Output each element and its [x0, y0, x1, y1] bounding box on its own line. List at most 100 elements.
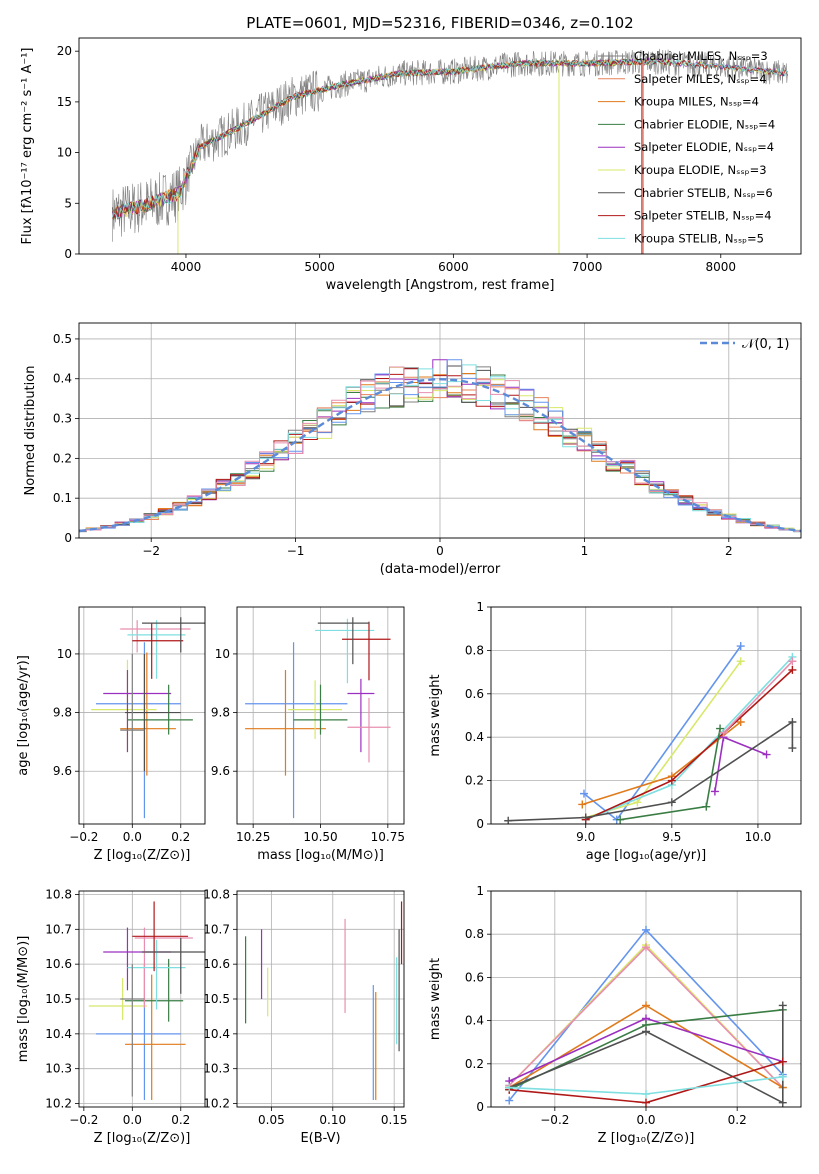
mass-weight-marker: [578, 800, 587, 809]
y-tick-label: 10: [57, 647, 72, 661]
y-tick-label: 10.4: [203, 1027, 230, 1041]
residual-histogram-step: [79, 359, 801, 532]
y-tick-label: 15: [57, 95, 72, 109]
mass-weight-line: [714, 736, 767, 792]
y-axis-label: Normed distribution: [23, 366, 38, 496]
mass-weight-marker: [710, 787, 719, 796]
weight-vs-metallicity-axes: −0.2 0.0 0.2 0 0.2 0.4 0.6 0.8 1 Z [log₁₀(Z/Z⊙)] m…: [428, 884, 802, 1146]
weight-vs-age-axes: 9.0 9.5 10.0 0 0.2 0.4 0.6 0.8 1 age [log₁₀(age/y…: [428, 600, 802, 863]
age-vs-metallicity-axes: −0.2 0.0 0.2 9.6 9.8 10 Z [log₁₀(Z/Z⊙)] age [lo…: [16, 606, 206, 863]
x-tick-label: 0.2: [171, 830, 190, 844]
y-tick-label: 1: [476, 600, 484, 614]
residual-histogram-step: [79, 359, 801, 532]
model-spectrum-line: [112, 58, 788, 219]
mass-weight-marker: [667, 798, 676, 807]
mass-weight-line: [508, 1005, 784, 1105]
mass-weight-marker: [778, 1098, 787, 1107]
y-tick-label: 0.3: [53, 412, 72, 426]
mass-weight-marker: [580, 789, 588, 798]
mass-weight-marker: [642, 925, 650, 934]
y-tick-label: 10.4: [45, 1027, 72, 1041]
mass-weight-marker: [642, 1001, 650, 1010]
x-tick-label: 6000: [438, 260, 469, 274]
y-axis-label: mass [log₁₀(M/M⊙)]: [16, 936, 31, 1063]
y-tick-label: 10.7: [45, 922, 72, 936]
mass-weight-marker: [616, 815, 625, 824]
mass-weight-line: [583, 645, 742, 821]
y-tick-label: 10: [215, 647, 230, 661]
x-tick-label: 0.2: [171, 1113, 190, 1127]
axes-frame: [78, 322, 802, 539]
y-tick-label: 10: [57, 146, 72, 160]
axes-frame: [78, 606, 206, 825]
x-tick-label: −0.2: [69, 830, 98, 844]
legend-label: Salpeter ELODIE, Nₛₛₚ=4: [634, 140, 774, 154]
x-tick-label: 10.0: [745, 830, 772, 844]
legend-label: Kroupa ELODIE, Nₛₛₚ=3: [634, 163, 767, 177]
x-tick-label: 10.25: [236, 830, 270, 844]
axes-frame: [78, 890, 206, 1108]
y-tick-label: 9.8: [211, 706, 230, 720]
mass-weight-marker: [736, 657, 745, 666]
mass-weight-marker: [667, 776, 676, 785]
y-tick-label: 1: [476, 884, 484, 898]
x-tick-label: −0.2: [69, 1113, 98, 1127]
legend-label: 𝒩(0, 1): [742, 337, 789, 352]
x-axis-label: Z [log₁₀(Z/Z⊙)]: [94, 1131, 191, 1146]
x-axis-label: Z [log₁₀(Z/Z⊙)]: [94, 848, 191, 863]
x-tick-label: 7000: [572, 260, 603, 274]
y-tick-label: 10.3: [45, 1062, 72, 1076]
y-tick-label: 10.2: [203, 1097, 230, 1111]
y-tick-label: 5: [64, 196, 72, 210]
axes-frame: [236, 890, 405, 1108]
legend-label: Kroupa MILES, Nₛₛₚ=4: [634, 95, 759, 109]
model-spectrum-line: [112, 58, 788, 220]
x-tick-label: 0.10: [319, 1113, 346, 1127]
mass-vs-metallicity-axes: −0.2 0.0 0.2 10.2 10.3 10.4 10.5 10.6 10.7 10.8 Z …: [16, 887, 206, 1146]
y-tick-label: 9.6: [211, 764, 230, 778]
mass-weight-marker: [788, 665, 797, 674]
y-tick-label: 10.8: [45, 887, 72, 901]
plot-area: [504, 642, 797, 824]
y-tick-label: 0.6: [465, 687, 484, 701]
mass-weight-marker: [778, 1001, 787, 1010]
x-tick-label: 0.0: [123, 1113, 142, 1127]
y-tick-label: 0: [64, 247, 72, 261]
grid-lines: [237, 891, 404, 1107]
axes-frame: [490, 606, 802, 825]
x-tick-label: −0.2: [540, 1113, 569, 1127]
x-tick-label: −2: [142, 544, 160, 558]
axes-frame: [236, 606, 405, 825]
mass-weight-line: [722, 660, 793, 734]
y-tick-label: 10.8: [203, 887, 230, 901]
x-tick-label: 0.0: [636, 1113, 655, 1127]
y-axis-label: mass weight: [428, 674, 443, 756]
x-tick-label: 1: [581, 544, 589, 558]
x-tick-label: 0.05: [258, 1113, 285, 1127]
axes-frame: [490, 890, 802, 1108]
x-tick-label: 10.75: [371, 830, 405, 844]
residual-histogram-step: [79, 365, 801, 533]
y-tick-label: 0: [476, 1100, 484, 1114]
grid-lines: [79, 607, 205, 824]
plot-area: [112, 48, 788, 254]
mass-weight-marker: [642, 1027, 650, 1036]
y-tick-label: 0.4: [465, 1014, 484, 1028]
x-axis-label: wavelength [Angstrom, rest frame]: [326, 278, 555, 293]
legend-label: Kroupa STELIB, Nₛₛₚ=5: [634, 231, 764, 245]
mass-weight-marker: [505, 1083, 514, 1092]
mass-weight-marker: [788, 718, 797, 727]
plot-area: [244, 901, 403, 1101]
mass-weight-marker: [505, 1096, 514, 1105]
mass-weight-marker: [642, 943, 650, 952]
observed-spectrum-line: [112, 48, 788, 242]
y-tick-label: 0.8: [465, 643, 484, 657]
plot-area: [505, 925, 787, 1107]
y-tick-label: 10.6: [203, 957, 230, 971]
plot-area: [79, 359, 801, 533]
mass-weight-marker: [642, 1098, 650, 1107]
y-tick-label: 9.6: [53, 764, 72, 778]
x-tick-label: 0.15: [381, 1113, 408, 1127]
y-tick-label: 20: [57, 44, 72, 58]
